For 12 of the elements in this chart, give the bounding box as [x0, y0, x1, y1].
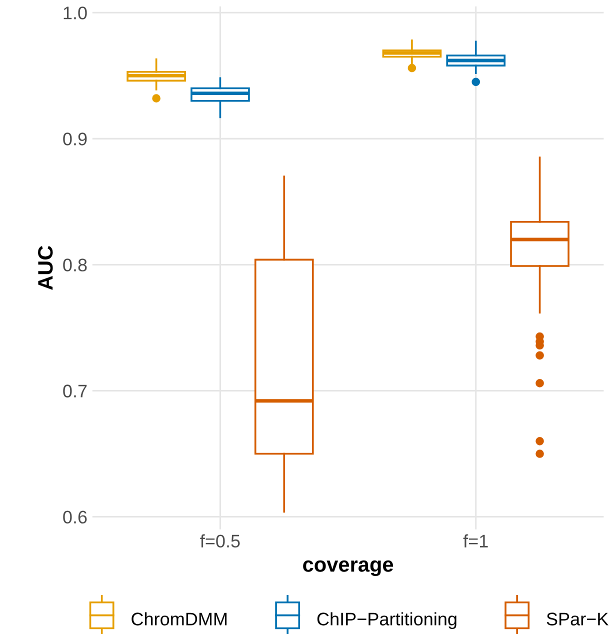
y-tick-label: 0.8	[63, 258, 87, 272]
x-axis-title: coverage	[303, 560, 394, 576]
y-tick-label: 1.0	[64, 6, 87, 20]
legend-label: SPar−K	[546, 612, 608, 626]
y-tick-label: 0.7	[63, 384, 87, 398]
y-tick-label: 0.6	[63, 510, 87, 524]
legend-label: ChromDMM	[132, 612, 227, 626]
y-tick-label: 0.9	[63, 132, 87, 146]
legend-label: ChIP−Partitioning	[317, 612, 456, 630]
y-axis-title: AUC	[38, 246, 53, 290]
x-tick-label: f=1	[463, 534, 488, 548]
x-tick-label: f=0.5	[200, 534, 240, 548]
